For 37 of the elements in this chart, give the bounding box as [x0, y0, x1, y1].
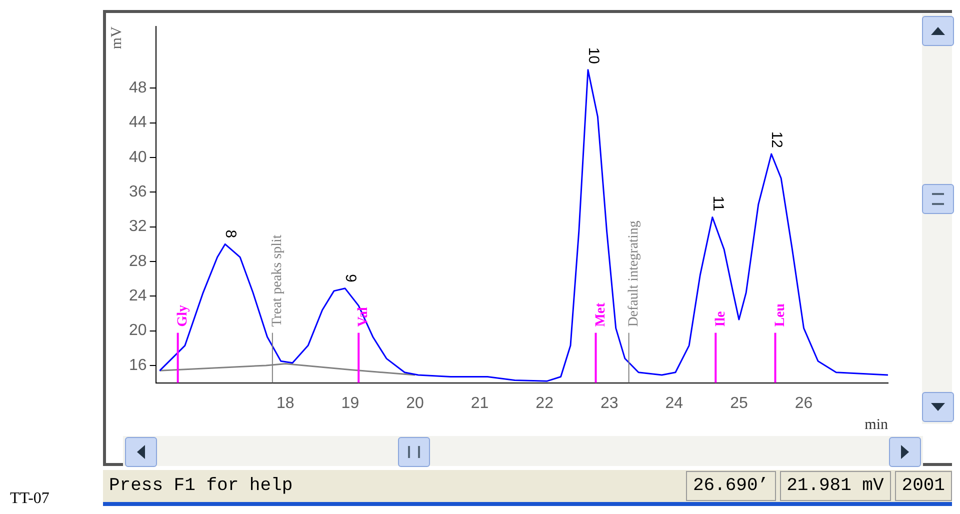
annotation: 10 [584, 47, 602, 64]
x-tick-label: 18 [276, 394, 294, 412]
text: Press F1 for help [108, 476, 294, 496]
y-tick-label: 36 [129, 184, 147, 201]
annotation: 9 [342, 274, 359, 282]
text: TT-07 [10, 490, 50, 508]
y-tick-label: 16 [129, 356, 147, 374]
x-tick-label: 26 [794, 394, 813, 412]
ref-line-label: Met [593, 302, 608, 327]
x-tick-label: 22 [536, 394, 554, 412]
ref-line-label: Ile [713, 311, 728, 327]
x-tick-label: 20 [406, 394, 424, 412]
x-tick-label: 19 [341, 394, 360, 412]
y-tick-label: 44 [129, 114, 147, 132]
y-tick-label: 40 [129, 148, 147, 166]
x-tick-label: 23 [600, 394, 618, 412]
text: 26.690’ [686, 471, 776, 501]
x-tick-label: 25 [730, 394, 748, 412]
y-axis-title: mV [108, 26, 125, 50]
x-axis-title: min [864, 416, 888, 433]
y-tick-label: 28 [129, 252, 147, 270]
annotation: 8 [222, 230, 239, 238]
text: 21.981 mV [780, 471, 891, 501]
ref-line-label: Treat peaks split [270, 234, 286, 327]
y-tick-label: 20 [129, 322, 147, 340]
text: 2001 [894, 471, 952, 501]
x-tick-label: 21 [470, 394, 489, 412]
ref-line-label: Default integrating [626, 220, 642, 327]
y-tick-label: 24 [129, 288, 147, 305]
y-tick-label: 32 [129, 218, 147, 236]
ref-line-label: Leu [772, 303, 788, 327]
ref-line-label: Val [356, 306, 372, 327]
y-tick-label: 48 [129, 80, 147, 97]
ref-line-label: Gly [175, 305, 190, 327]
x-tick-label: 24 [665, 394, 684, 412]
annotation: 11 [709, 196, 726, 212]
annotation: 12 [768, 131, 786, 148]
